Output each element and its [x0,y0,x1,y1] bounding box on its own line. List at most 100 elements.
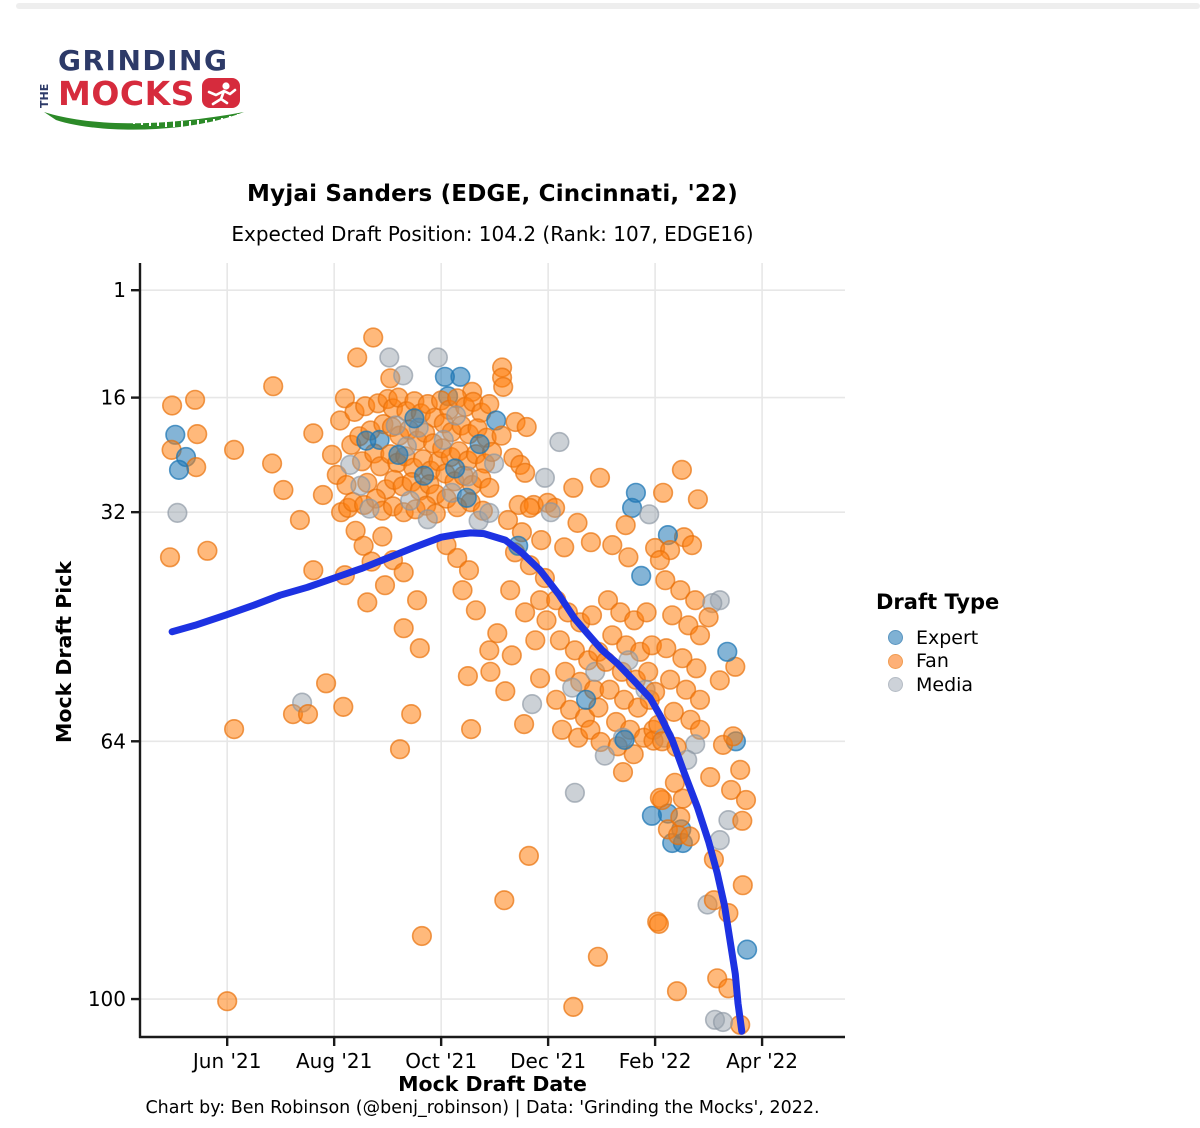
data-point-fan [587,946,609,967]
data-point-fan [289,509,311,531]
data-point-fan [159,547,181,568]
data-point-fan [393,562,414,583]
data-point-expert [717,641,738,662]
expert-dot-icon [888,630,903,646]
data-point-fan [357,592,378,613]
data-point-fan [670,807,691,828]
data-point-expert [631,565,652,587]
logo-graphic: GRINDING THE MOCKS [38,44,244,130]
data-point-fan [263,376,284,397]
data-point-expert [404,408,425,429]
y-axis-title: Mock Draft Pick [52,560,76,744]
data-point-fan [493,376,514,398]
data-point-fan [685,590,706,611]
svg-text:16: 16 [101,386,126,410]
data-point-fan [297,703,319,725]
scatter-points [159,327,758,1035]
legend-label-expert: Expert [916,626,979,649]
data-point-fan [409,638,430,659]
data-point-fan [529,668,551,689]
svg-text:Oct '21: Oct '21 [405,1049,477,1073]
data-point-fan [495,681,516,702]
logo-word-the: THE [38,84,51,108]
data-point-expert [450,366,471,387]
data-point-fan [649,549,671,571]
legend-item-expert: Expert [876,626,1116,650]
data-point-fan [663,701,684,723]
data-point-fan [479,640,500,661]
data-point-fan [636,602,657,623]
data-point-fan [567,512,588,534]
legend-label-fan: Fan [916,650,949,673]
data-point-fan [730,759,751,781]
legend-label-media: Media [916,673,974,696]
data-point-media [446,405,467,426]
data-point-fan [407,590,428,611]
data-point-media [433,429,454,451]
svg-text:1: 1 [113,278,126,302]
data-point-expert [614,729,635,751]
data-point-fan [732,875,753,896]
data-point-fan [262,453,283,474]
data-point-fan [353,535,374,556]
data-point-fan [411,925,433,947]
data-point-fan [514,602,536,623]
data-point-fan [689,625,711,646]
data-point-fan [546,689,567,710]
data-point-fan [589,467,611,488]
svg-text:32: 32 [101,500,126,524]
data-point-fan [401,703,422,725]
legend: Draft Type Expert Fan Media [876,590,1116,697]
data-point-expert [621,497,643,519]
data-point-fan [374,575,396,596]
data-point-fan [655,570,676,591]
data-point-fan [675,679,697,700]
data-point-media [417,509,438,530]
data-point-fan [698,607,719,628]
gridlines [140,263,845,1037]
data-point-expert [168,459,190,481]
running-football-player-icon [202,78,240,108]
data-point-fan [670,580,691,601]
data-point-fan [662,605,683,626]
data-point-expert [575,689,597,710]
fan-dot-icon [888,653,903,669]
data-point-fan [316,673,337,694]
data-point-fan [580,532,602,553]
data-point-fan [681,534,703,556]
data-point-fan [519,497,541,519]
data-point-expert [369,429,390,451]
data-point-fan [612,761,634,783]
svg-text:Jun '21: Jun '21 [191,1049,262,1073]
data-point-fan [513,713,535,735]
data-point-fan [581,605,603,626]
data-point-media [564,782,586,803]
y-tick-labels: 1 16 32 64 100 [88,278,126,1011]
data-point-media [540,502,561,523]
media-dot-icon [888,677,903,693]
legend-item-fan: Fan [876,650,1116,674]
data-point-fan [618,547,639,568]
data-point-fan [461,718,482,740]
svg-text:Aug '21: Aug '21 [296,1049,372,1073]
data-point-fan [700,766,721,788]
data-point-fan [197,540,218,561]
data-point-fan [363,327,384,348]
svg-text:Apr '22: Apr '22 [726,1049,798,1073]
data-point-fan [549,630,571,651]
data-point-fan [303,423,324,444]
svg-text:100: 100 [88,987,126,1011]
data-point-fan [554,537,575,558]
football-field-swoosh [44,112,244,130]
data-point-fan [479,477,500,498]
data-point-fan [465,600,487,621]
data-point-fan [518,845,540,867]
data-point-fan [679,826,701,847]
data-point-media [712,1011,734,1033]
chart-title: Myjai Sanders (EDGE, Cincinnati, '22) [247,181,738,207]
edp-trend-line [168,529,746,1035]
data-point-media [427,347,449,368]
data-point-fan [389,739,411,760]
